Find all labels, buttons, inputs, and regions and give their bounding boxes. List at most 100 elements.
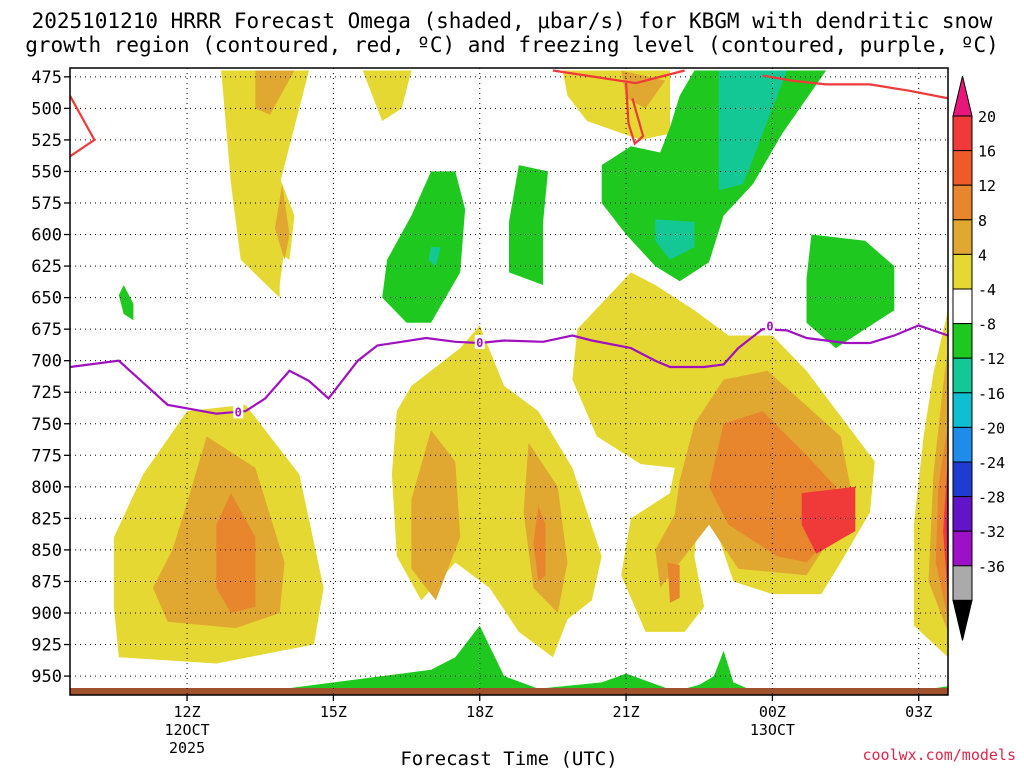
freezing-label-bg bbox=[233, 404, 244, 419]
y-tick-label: 875 bbox=[31, 572, 62, 592]
x-tick-label: 03Z bbox=[905, 703, 932, 721]
y-tick-label: 775 bbox=[31, 446, 62, 466]
y-tick-label: 900 bbox=[31, 604, 62, 624]
colorbar-label: -32 bbox=[978, 523, 1005, 541]
x-tick-label: 15Z bbox=[320, 703, 347, 721]
x-tick-year: 2025 bbox=[169, 739, 205, 757]
y-tick-label: 600 bbox=[31, 226, 62, 246]
colorbar-box bbox=[952, 496, 973, 532]
x-tick-date: 13OCT bbox=[750, 721, 795, 739]
freezing-level-label: 0 bbox=[766, 320, 773, 334]
colorbar-label: -16 bbox=[978, 385, 1005, 403]
freezing-level-label: 0 bbox=[235, 405, 242, 419]
y-tick-label: 725 bbox=[31, 383, 62, 403]
omega-region-9 bbox=[655, 219, 695, 260]
y-tick-label: 925 bbox=[31, 636, 62, 656]
freezing-level-line bbox=[70, 324, 948, 415]
omega-region-19 bbox=[667, 562, 680, 603]
omega-region-13 bbox=[806, 234, 895, 349]
colorbar-box bbox=[952, 530, 973, 567]
omega-region-8 bbox=[718, 70, 787, 191]
colorbar-box bbox=[952, 288, 973, 325]
y-tick-label: 625 bbox=[31, 257, 62, 277]
colorbar-box bbox=[952, 219, 973, 255]
colorbar-box bbox=[952, 323, 973, 359]
y-tick-label: 500 bbox=[31, 99, 62, 119]
x-axis-title: Forecast Time (UTC) bbox=[400, 748, 617, 768]
colorbar-top-arrow bbox=[952, 75, 973, 117]
omega-region-29 bbox=[411, 430, 461, 601]
colorbar-label: 20 bbox=[978, 108, 996, 126]
colorbar-label: -28 bbox=[978, 489, 1005, 507]
x-tick-date: 12OCT bbox=[164, 721, 209, 739]
omega-region-32 bbox=[207, 625, 783, 695]
colorbar: 20 16 12 8 4 -4 -8 -12 -16 -20 -24 -28 -32 -36 bbox=[952, 75, 1005, 641]
freezing-level-label: 0 bbox=[476, 336, 483, 350]
colorbar-label: 4 bbox=[978, 246, 987, 264]
omega-region-1 bbox=[255, 70, 295, 115]
dgz-contour-line bbox=[625, 83, 645, 146]
colorbar-label: -8 bbox=[978, 316, 996, 334]
y-tick-label: 750 bbox=[31, 415, 62, 435]
omega-region-23 bbox=[943, 455, 948, 601]
y-tick-label: 550 bbox=[31, 162, 62, 182]
axes: 475 500 525 550 575 600 625 650 675 700 725 750 775 8… bbox=[31, 67, 949, 768]
omega-region-22 bbox=[935, 423, 948, 620]
colorbar-label: -4 bbox=[978, 281, 996, 299]
colorbar-box bbox=[952, 565, 973, 601]
contour-lines: 0 0 0 bbox=[70, 69, 948, 419]
y-tick-label: 700 bbox=[31, 352, 62, 372]
chart-title-line-2: growth region (contoured, red, ºC) and f… bbox=[25, 33, 999, 57]
omega-region-31 bbox=[533, 505, 546, 582]
y-tick-label: 650 bbox=[31, 289, 62, 309]
omega-shading bbox=[70, 70, 948, 695]
y-tick-label: 825 bbox=[31, 509, 62, 529]
site-credit: coolwx.com/models bbox=[862, 746, 1016, 764]
omega-region-10 bbox=[382, 171, 466, 323]
colorbar-box bbox=[952, 253, 973, 290]
x-tick-label: 00Z bbox=[759, 703, 786, 721]
colorbar-box bbox=[952, 115, 973, 152]
colorbar-label: -24 bbox=[978, 454, 1005, 472]
colorbar-label: -20 bbox=[978, 419, 1005, 437]
x-tick-label: 21Z bbox=[613, 703, 640, 721]
freezing-label-bg bbox=[474, 335, 485, 350]
y-tick-label: 525 bbox=[31, 131, 62, 151]
omega-region-4 bbox=[362, 70, 412, 121]
colorbar-box bbox=[952, 184, 973, 221]
freezing-label-bg bbox=[764, 318, 775, 333]
colorbar-box bbox=[952, 150, 973, 186]
omega-region-14 bbox=[118, 285, 134, 321]
omega-region-12 bbox=[509, 165, 548, 285]
colorbar-box bbox=[952, 461, 973, 498]
omega-region-27 bbox=[216, 493, 256, 613]
chart-title-line-1: 2025101210 HRRR Forecast Omega (shaded, … bbox=[31, 9, 993, 33]
y-tick-label: 575 bbox=[31, 194, 62, 214]
colorbar-box bbox=[952, 392, 973, 428]
dgz-contour-line bbox=[552, 69, 685, 85]
colorbar-box bbox=[952, 426, 973, 463]
y-tick-label: 675 bbox=[31, 320, 62, 340]
omega-region-18 bbox=[801, 486, 856, 554]
ground-band bbox=[70, 688, 948, 695]
colorbar-label: 12 bbox=[978, 177, 996, 195]
y-tick-label: 950 bbox=[31, 667, 62, 687]
colorbar-label: -12 bbox=[978, 350, 1005, 368]
colorbar-label: 8 bbox=[978, 212, 987, 230]
y-tick-label: 800 bbox=[31, 478, 62, 498]
plot-frame bbox=[69, 67, 949, 696]
colorbar-bottom-arrow bbox=[952, 599, 973, 641]
x-tick-label: 18Z bbox=[466, 703, 493, 721]
colorbar-box bbox=[952, 357, 973, 394]
colorbar-label: -36 bbox=[978, 558, 1005, 576]
x-tick-label: 12Z bbox=[174, 703, 201, 721]
dgz-contour-line bbox=[70, 95, 96, 158]
y-tick-label: 850 bbox=[31, 541, 62, 561]
y-tick-label: 475 bbox=[31, 68, 62, 88]
dgz-contour-line bbox=[762, 74, 948, 100]
colorbar-label: 16 bbox=[978, 143, 996, 161]
omega-region-0 bbox=[221, 70, 309, 298]
omega-region-11 bbox=[428, 247, 441, 267]
omega-region-3 bbox=[274, 184, 290, 260]
